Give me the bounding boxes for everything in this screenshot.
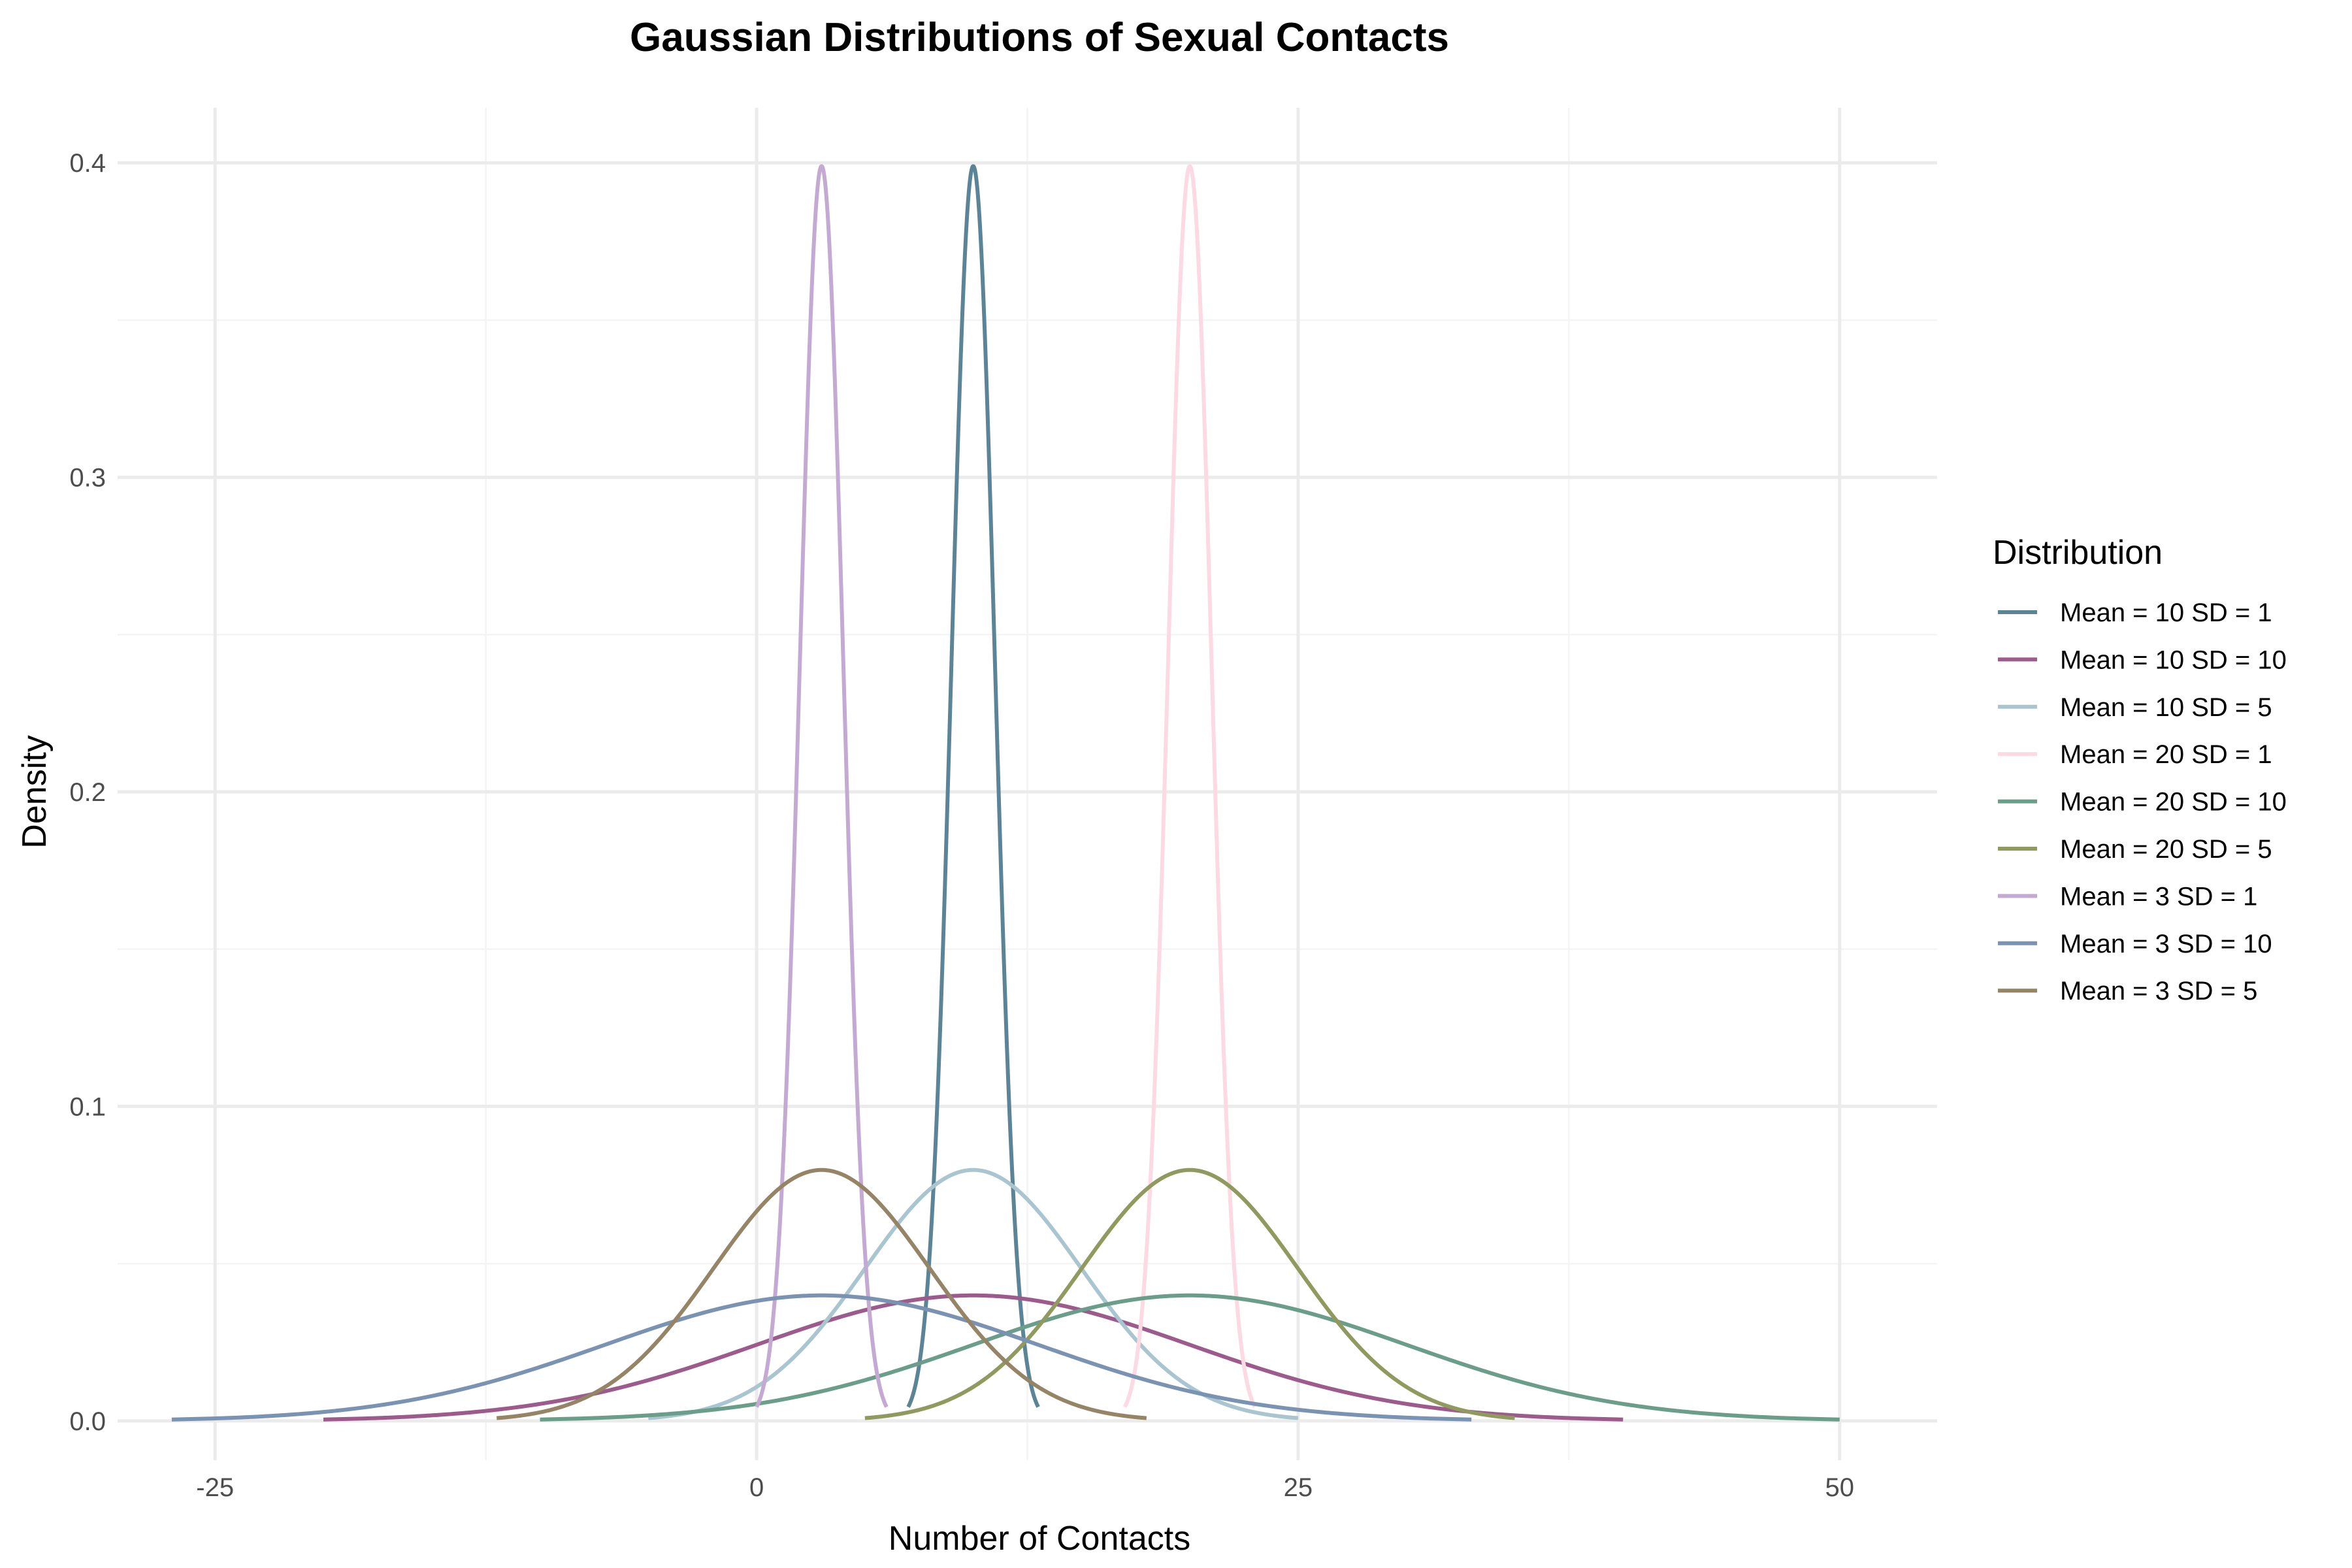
- x-tick-label: 0: [749, 1473, 764, 1502]
- y-tick-label: 0.3: [69, 464, 106, 493]
- legend-item: Mean = 10 SD = 1: [1998, 598, 2272, 627]
- axis-ticks: -25 0 25 50 0.0 0.1 0.2 0.3 0.4: [69, 149, 1854, 1502]
- legend-item: Mean = 20 SD = 1: [1998, 740, 2272, 769]
- y-tick-label: 0.0: [69, 1407, 106, 1436]
- legend-label: Mean = 20 SD = 10: [2060, 788, 2287, 817]
- legend-item: Mean = 20 SD = 10: [1998, 788, 2287, 817]
- series-line: [1123, 164, 1257, 1409]
- legend-label: Mean = 10 SD = 1: [2060, 598, 2272, 627]
- legend-label: Mean = 3 SD = 1: [2060, 882, 2257, 911]
- y-tick-label: 0.2: [69, 778, 106, 807]
- grid: [118, 108, 1937, 1460]
- series-line: [755, 164, 889, 1409]
- legend-label: Mean = 10 SD = 10: [2060, 645, 2287, 674]
- x-tick-label: -25: [196, 1473, 234, 1502]
- y-tick-label: 0.4: [69, 149, 106, 178]
- legend-label: Mean = 10 SD = 5: [2060, 693, 2272, 722]
- chart-title: Gaussian Distributions of Sexual Contact…: [630, 15, 1449, 60]
- legend-item: Mean = 3 SD = 1: [1998, 882, 2257, 911]
- legend: Distribution Mean = 10 SD = 1 Mean = 10 S…: [1993, 534, 2287, 1005]
- y-axis-title: Density: [16, 735, 54, 848]
- series-line: [906, 164, 1040, 1409]
- legend-item: Mean = 3 SD = 10: [1998, 930, 2272, 958]
- series-line: [864, 1168, 1515, 1420]
- legend-item: Mean = 3 SD = 5: [1998, 977, 2257, 1005]
- legend-label: Mean = 20 SD = 1: [2060, 740, 2272, 769]
- series-lines: [171, 164, 1840, 1422]
- series-line: [323, 1293, 1624, 1422]
- legend-item: Mean = 10 SD = 10: [1998, 645, 2287, 674]
- legend-label: Mean = 20 SD = 5: [2060, 835, 2272, 864]
- x-tick-label: 50: [1825, 1473, 1855, 1502]
- series-line: [171, 1293, 1472, 1422]
- x-tick-label: 25: [1284, 1473, 1313, 1502]
- series-line: [647, 1168, 1299, 1420]
- legend-title: Distribution: [1993, 534, 2163, 572]
- legend-label: Mean = 3 SD = 5: [2060, 977, 2257, 1005]
- legend-item: Mean = 20 SD = 5: [1998, 835, 2272, 864]
- x-axis-title: Number of Contacts: [889, 1520, 1190, 1558]
- legend-item: Mean = 10 SD = 5: [1998, 693, 2272, 722]
- y-tick-label: 0.1: [69, 1092, 106, 1121]
- legend-label: Mean = 3 SD = 10: [2060, 930, 2272, 958]
- series-line: [496, 1168, 1147, 1420]
